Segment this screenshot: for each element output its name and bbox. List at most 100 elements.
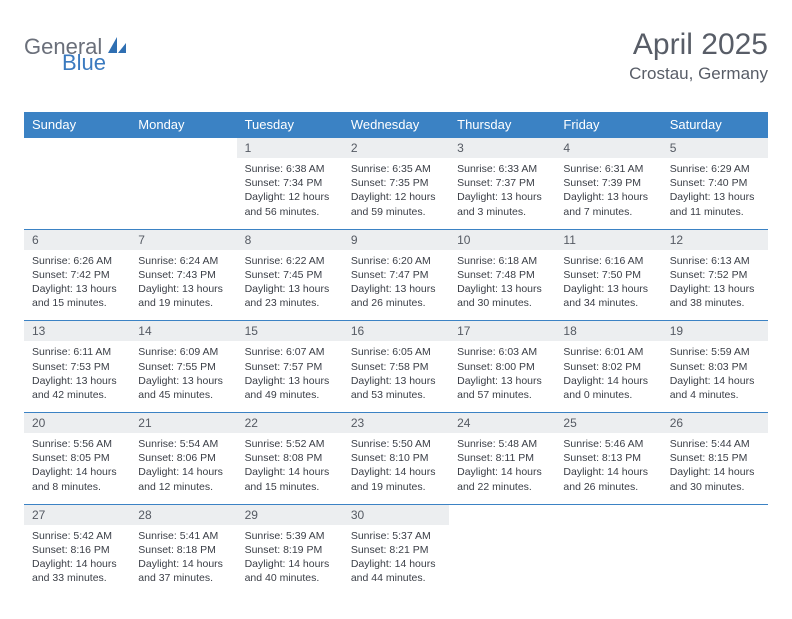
calendar-cell: 27Sunrise: 5:42 AMSunset: 8:16 PMDayligh… — [24, 504, 130, 595]
calendar-cell: 23Sunrise: 5:50 AMSunset: 8:10 PMDayligh… — [343, 413, 449, 505]
daylight-text: Daylight: 13 hours and 26 minutes. — [351, 282, 441, 310]
daylight-text: Daylight: 14 hours and 40 minutes. — [245, 557, 335, 585]
calendar-cell: 14Sunrise: 6:09 AMSunset: 7:55 PMDayligh… — [130, 321, 236, 413]
day-body: Sunrise: 6:33 AMSunset: 7:37 PMDaylight:… — [449, 158, 555, 229]
daylight-text: Daylight: 14 hours and 37 minutes. — [138, 557, 228, 585]
sunset-text: Sunset: 8:02 PM — [563, 360, 653, 374]
calendar-cell: 12Sunrise: 6:13 AMSunset: 7:52 PMDayligh… — [662, 229, 768, 321]
calendar-cell: 15Sunrise: 6:07 AMSunset: 7:57 PMDayligh… — [237, 321, 343, 413]
day-body: Sunrise: 6:11 AMSunset: 7:53 PMDaylight:… — [24, 341, 130, 412]
calendar-cell: 25 Sunrise: 5:46 AMSunset: 8:13 PMDayligh… — [555, 413, 661, 505]
sunrise-text: Sunrise: 5:52 AM — [245, 437, 335, 451]
day-body: Sunrise: 5:42 AMSunset: 8:16 PMDaylight:… — [24, 525, 130, 596]
sunrise-text: Sunrise: 6:24 AM — [138, 254, 228, 268]
sunrise-text: Sunrise: 5:41 AM — [138, 529, 228, 543]
day-number: 23 — [343, 413, 449, 433]
sunset-text: Sunset: 8:05 PM — [32, 451, 122, 465]
calendar-cell: 17Sunrise: 6:03 AMSunset: 8:00 PMDayligh… — [449, 321, 555, 413]
day-number: 5 — [662, 138, 768, 158]
day-number: 11 — [555, 230, 661, 250]
calendar-cell: 7Sunrise: 6:24 AMSunset: 7:43 PMDaylight… — [130, 229, 236, 321]
sunset-text: Sunset: 8:11 PM — [457, 451, 547, 465]
sunrise-text: Sunrise: 6:35 AM — [351, 162, 441, 176]
daylight-text: Daylight: 14 hours and 15 minutes. — [245, 465, 335, 493]
title-block: April 2025 Crostau, Germany — [629, 28, 768, 84]
brand-part2: Blue — [24, 50, 106, 76]
sunrise-text: Sunrise: 6:11 AM — [32, 345, 122, 359]
day-body: Sunrise: 6:26 AMSunset: 7:42 PMDaylight:… — [24, 250, 130, 321]
calendar-cell: 21Sunrise: 5:54 AMSunset: 8:06 PMDayligh… — [130, 413, 236, 505]
calendar-week-row: 1Sunrise: 6:38 AMSunset: 7:34 PMDaylight… — [24, 138, 768, 230]
calendar-week-row: 13Sunrise: 6:11 AMSunset: 7:53 PMDayligh… — [24, 321, 768, 413]
sunrise-text: Sunrise: 6:16 AM — [563, 254, 653, 268]
weekday-header: Thursday — [449, 112, 555, 138]
weekday-header: Friday — [555, 112, 661, 138]
calendar-cell: 5Sunrise: 6:29 AMSunset: 7:40 PMDaylight… — [662, 138, 768, 230]
sunrise-text: Sunrise: 6:29 AM — [670, 162, 760, 176]
daylight-text: Daylight: 14 hours and 4 minutes. — [670, 374, 760, 402]
weekday-header: Wednesday — [343, 112, 449, 138]
day-body: Sunrise: 5:59 AMSunset: 8:03 PMDaylight:… — [662, 341, 768, 412]
day-number — [130, 138, 236, 158]
daylight-text: Daylight: 14 hours and 30 minutes. — [670, 465, 760, 493]
calendar-cell: 20Sunrise: 5:56 AMSunset: 8:05 PMDayligh… — [24, 413, 130, 505]
day-number: 4 — [555, 138, 661, 158]
daylight-text: Daylight: 13 hours and 49 minutes. — [245, 374, 335, 402]
daylight-text: Daylight: 14 hours and 19 minutes. — [351, 465, 441, 493]
sunrise-text: Sunrise: 6:20 AM — [351, 254, 441, 268]
sunset-text: Sunset: 8:10 PM — [351, 451, 441, 465]
sunset-text: Sunset: 7:43 PM — [138, 268, 228, 282]
sunrise-text: Sunrise: 6:07 AM — [245, 345, 335, 359]
calendar-cell: 2Sunrise: 6:35 AMSunset: 7:35 PMDaylight… — [343, 138, 449, 230]
sunrise-text: Sunrise: 6:31 AM — [563, 162, 653, 176]
day-body: Sunrise: 6:01 AMSunset: 8:02 PMDaylight:… — [555, 341, 661, 412]
day-number: 3 — [449, 138, 555, 158]
sunrise-text: Sunrise: 5:44 AM — [670, 437, 760, 451]
sunrise-text: Sunrise: 5:46 AM — [563, 437, 653, 451]
day-body: Sunrise: 6:03 AMSunset: 8:00 PMDaylight:… — [449, 341, 555, 412]
sunrise-text: Sunrise: 6:33 AM — [457, 162, 547, 176]
day-body: Sunrise: 5:54 AMSunset: 8:06 PMDaylight:… — [130, 433, 236, 504]
daylight-text: Daylight: 14 hours and 26 minutes. — [563, 465, 653, 493]
calendar-cell: 4Sunrise: 6:31 AMSunset: 7:39 PMDaylight… — [555, 138, 661, 230]
sunrise-text: Sunrise: 5:56 AM — [32, 437, 122, 451]
sunrise-text: Sunrise: 6:22 AM — [245, 254, 335, 268]
day-number: 13 — [24, 321, 130, 341]
daylight-text: Daylight: 14 hours and 0 minutes. — [563, 374, 653, 402]
page-title: April 2025 — [629, 28, 768, 62]
day-number: 15 — [237, 321, 343, 341]
sunset-text: Sunset: 8:13 PM — [563, 451, 653, 465]
calendar-cell — [662, 504, 768, 595]
calendar-cell: 1Sunrise: 6:38 AMSunset: 7:34 PMDaylight… — [237, 138, 343, 230]
daylight-text: Daylight: 13 hours and 57 minutes. — [457, 374, 547, 402]
day-number — [449, 505, 555, 525]
daylight-text: Daylight: 12 hours and 59 minutes. — [351, 190, 441, 218]
calendar-cell: 24Sunrise: 5:48 AMSunset: 8:11 PMDayligh… — [449, 413, 555, 505]
daylight-text: Daylight: 12 hours and 56 minutes. — [245, 190, 335, 218]
day-number: 2 — [343, 138, 449, 158]
daylight-text: Daylight: 13 hours and 15 minutes. — [32, 282, 122, 310]
day-number: 6 — [24, 230, 130, 250]
logo-sail-icon — [106, 35, 128, 60]
sunset-text: Sunset: 7:47 PM — [351, 268, 441, 282]
sunset-text: Sunset: 8:08 PM — [245, 451, 335, 465]
sunset-text: Sunset: 8:00 PM — [457, 360, 547, 374]
sunrise-text: Sunrise: 6:38 AM — [245, 162, 335, 176]
calendar-week-row: 6Sunrise: 6:26 AMSunset: 7:42 PMDaylight… — [24, 229, 768, 321]
sunset-text: Sunset: 7:42 PM — [32, 268, 122, 282]
daylight-text: Daylight: 13 hours and 53 minutes. — [351, 374, 441, 402]
sunset-text: Sunset: 7:37 PM — [457, 176, 547, 190]
weekday-header-row: Sunday Monday Tuesday Wednesday Thursday… — [24, 112, 768, 138]
day-body: Sunrise: 6:09 AMSunset: 7:55 PMDaylight:… — [130, 341, 236, 412]
day-number: 25 — [555, 413, 661, 433]
daylight-text: Daylight: 13 hours and 38 minutes. — [670, 282, 760, 310]
day-body: Sunrise: 6:22 AMSunset: 7:45 PMDaylight:… — [237, 250, 343, 321]
day-body: Sunrise: 6:29 AMSunset: 7:40 PMDaylight:… — [662, 158, 768, 229]
sunset-text: Sunset: 7:40 PM — [670, 176, 760, 190]
day-number: 10 — [449, 230, 555, 250]
day-body: Sunrise: 5:56 AMSunset: 8:05 PMDaylight:… — [24, 433, 130, 504]
day-number: 12 — [662, 230, 768, 250]
day-number: 1 — [237, 138, 343, 158]
sunrise-text: Sunrise: 5:37 AM — [351, 529, 441, 543]
day-number: 19 — [662, 321, 768, 341]
